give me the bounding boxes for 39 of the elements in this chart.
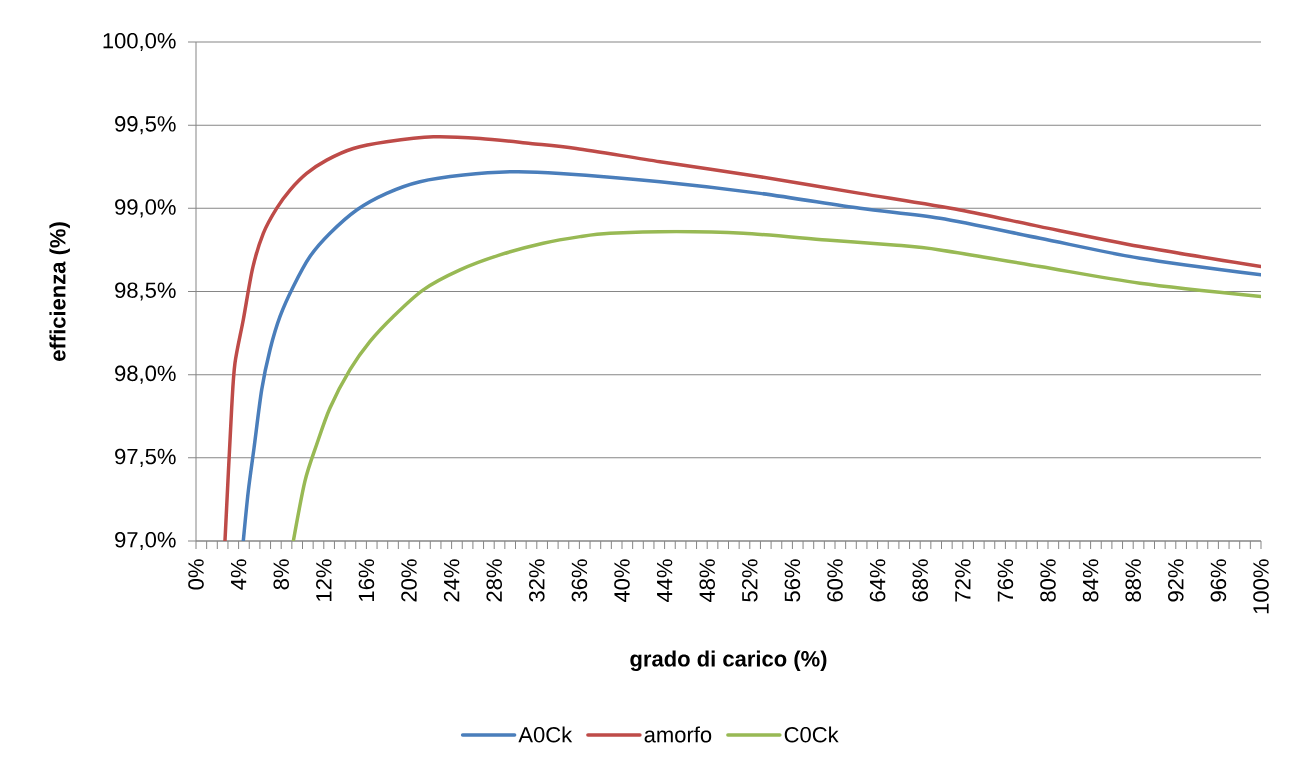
- x-tick-label: 4%: [230, 559, 247, 590]
- x-tick-label: 84%: [1082, 559, 1099, 602]
- x-tick-label: 92%: [1168, 559, 1184, 602]
- x-tick-label: 36%: [571, 559, 588, 602]
- x-tick-label: 0%: [188, 559, 204, 590]
- x-tick-label: 24%: [443, 559, 460, 602]
- x-tick-label: 52%: [742, 559, 758, 602]
- y-tick-label: 99,0%: [115, 199, 176, 218]
- x-tick-label: 48%: [699, 559, 715, 603]
- x-tick-label: 60%: [827, 559, 843, 602]
- x-tick-label: 32%: [529, 559, 545, 602]
- x-tick-label: 64%: [869, 559, 886, 602]
- x-tick-label: 100%: [1253, 559, 1269, 614]
- x-tick-label: 40%: [614, 559, 630, 603]
- x-tick-label: 28%: [486, 559, 502, 602]
- x-tick-label: 56%: [784, 559, 801, 602]
- x-axis-title: grado di carico (%): [630, 650, 827, 672]
- y-tick-label: 97,5%: [115, 448, 176, 467]
- x-tick-label: 20%: [401, 559, 417, 602]
- x-tick-label: 76%: [997, 559, 1014, 602]
- x-tick-label: 16%: [358, 559, 375, 601]
- x-tick-label: 88%: [1125, 559, 1141, 602]
- legend-label: A0Ck: [518, 726, 573, 743]
- x-tick-label: 12%: [316, 559, 332, 601]
- line-series: [291, 229, 1261, 541]
- y-axis-title: efficienza (%): [49, 222, 70, 361]
- x-tick-label: 96%: [1210, 559, 1227, 602]
- legend-label: amorfo: [644, 726, 712, 743]
- x-tick-label: 80%: [1040, 559, 1056, 602]
- x-tick-label: 44%: [656, 559, 673, 603]
- x-tick-label: 68%: [912, 559, 928, 602]
- y-tick-label: 98,5%: [115, 282, 176, 301]
- y-tick-label: 100,0%: [103, 32, 176, 52]
- y-tick-label: 98,0%: [115, 365, 176, 384]
- x-tick-label: 72%: [955, 559, 971, 602]
- y-tick-label: 97,0%: [115, 531, 176, 551]
- y-tick-label: 99,5%: [115, 116, 176, 135]
- legend-label: C0Ck: [784, 726, 839, 743]
- x-tick-label: 8%: [273, 559, 289, 590]
